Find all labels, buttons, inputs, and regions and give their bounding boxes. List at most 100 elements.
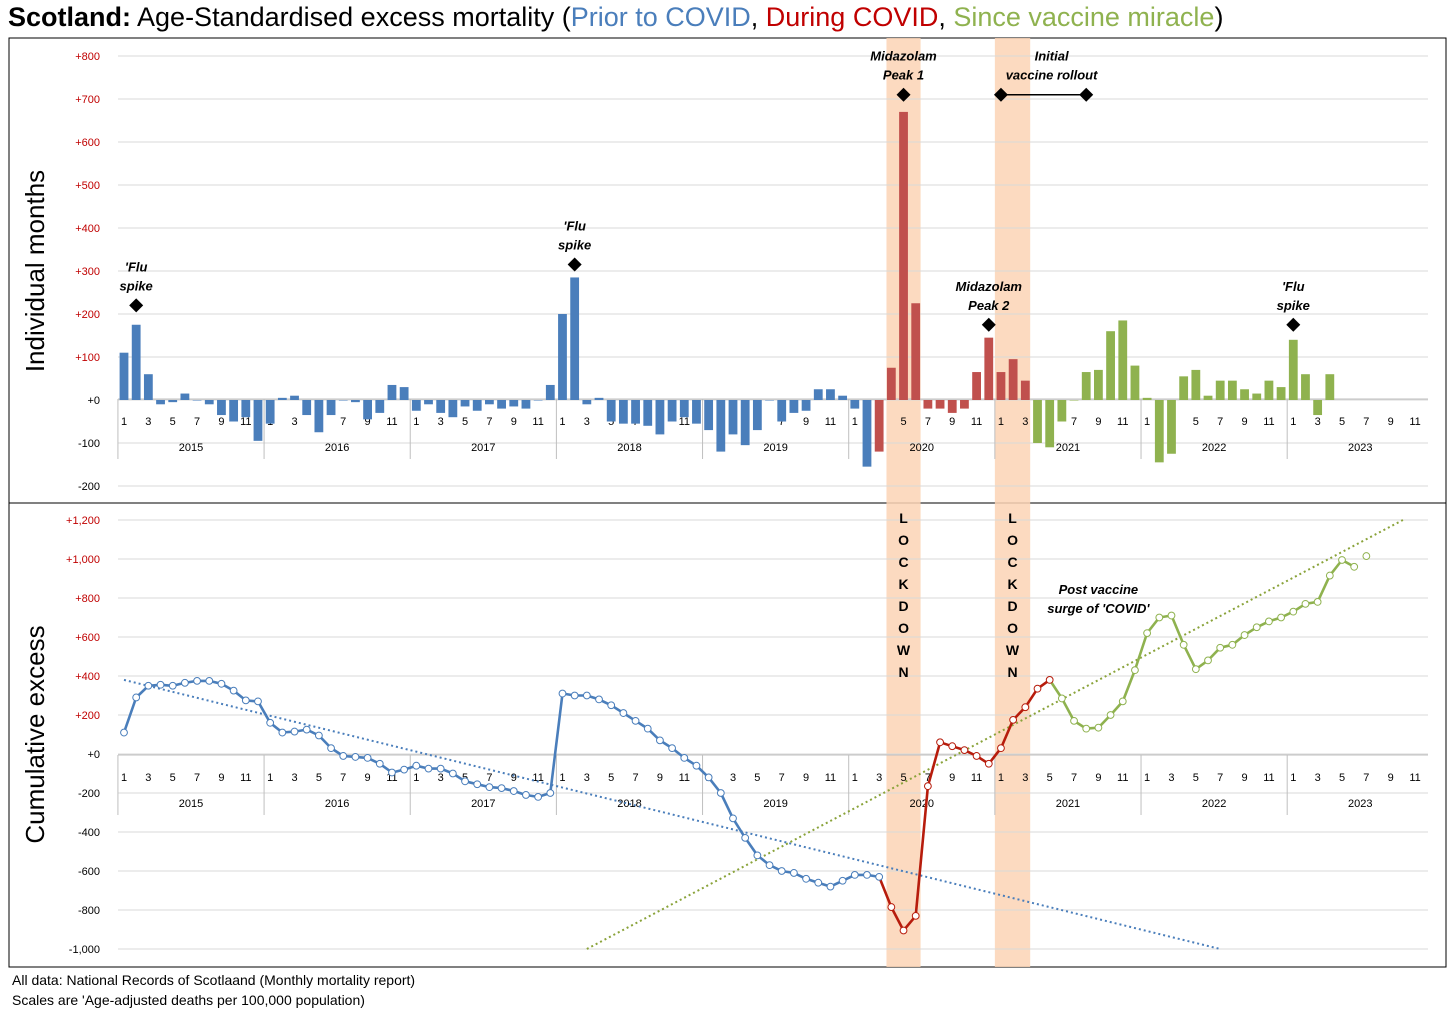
- bottom-y-tick-label: -800: [78, 905, 100, 917]
- cumulative-point-59: [838, 876, 847, 885]
- bar-month-33: [521, 400, 531, 409]
- bottom-x-year-label: 2022: [1202, 798, 1226, 810]
- bar-month-8: [217, 400, 226, 416]
- bottom-x-month-label: 5: [316, 772, 322, 784]
- bottom-x-month-label: 11: [1409, 772, 1420, 784]
- top-x-month-label: 1: [852, 416, 858, 428]
- cumulative-point-14: [290, 727, 299, 736]
- cumulative-point-16: [314, 731, 323, 740]
- top-x-year-label: 2023: [1348, 442, 1372, 454]
- cumulative-point-11: [254, 697, 262, 706]
- bar-month-56: [801, 400, 811, 411]
- bar-month-12: [265, 400, 275, 424]
- bar-month-78: [1069, 400, 1079, 401]
- cumulative-point-90: [1216, 643, 1225, 652]
- cumulative-point-38: [582, 691, 591, 700]
- top-x-month-label: 9: [1241, 416, 1247, 428]
- bar-month-73: [1008, 359, 1018, 400]
- bottom-x-year-label: 2023: [1348, 798, 1372, 810]
- bar-month-87: [1179, 376, 1189, 400]
- top-x-month-label: 7: [925, 416, 931, 428]
- cumulative-point-86: [1167, 611, 1176, 620]
- bar-month-36: [558, 314, 567, 400]
- bar-month-63: [886, 367, 896, 400]
- bottom-x-month-label: 9: [365, 772, 371, 784]
- bottom-x-month-label: 9: [1095, 772, 1101, 784]
- title-close: ): [1214, 2, 1224, 32]
- annotation-label: spike: [1277, 298, 1310, 313]
- bottom-x-month-label: 3: [584, 772, 590, 784]
- cumulative-point-68: [948, 742, 957, 751]
- top-x-month-label: 1: [559, 416, 565, 428]
- top-x-year-label: 2021: [1056, 442, 1080, 454]
- bottom-x-month-label: 7: [340, 772, 346, 784]
- cumulative-point-18: [339, 752, 348, 760]
- cumulative-point-57: [814, 878, 823, 887]
- cumulative-point-35: [546, 789, 555, 797]
- bottom-x-month-label: 1: [121, 772, 127, 784]
- cumulative-point-71: [984, 759, 993, 768]
- lockdown-label-2-letter: W: [1006, 642, 1020, 658]
- annotation-marker: [129, 298, 144, 313]
- bottom-x-month-label: 1: [267, 772, 273, 784]
- bar-month-83: [1130, 365, 1140, 400]
- cumulative-point-44: [656, 736, 664, 745]
- bottom-x-month-label: 1: [1144, 772, 1150, 784]
- bar-month-16: [314, 400, 324, 433]
- cumulative-point-0: [120, 728, 128, 737]
- title-prior: Prior to COVID: [570, 2, 751, 32]
- cumulative-point-74: [1021, 703, 1030, 712]
- cumulative-point-91: [1228, 640, 1237, 649]
- bottom-y-tick-label: +400: [75, 671, 100, 683]
- bar-month-30: [485, 400, 494, 405]
- bar-month-27: [448, 400, 458, 418]
- bar-month-5: [180, 393, 190, 400]
- bar-month-14: [290, 395, 299, 400]
- cumulative-point-42: [631, 716, 640, 725]
- lockdown-label-1-letter: L: [899, 510, 908, 526]
- bar-month-2: [143, 374, 153, 400]
- lockdown-label-1-letter: O: [898, 532, 909, 548]
- bar-month-23: [399, 387, 409, 400]
- bar-month-11: [253, 400, 263, 441]
- cumulative-point-101: [1350, 562, 1359, 571]
- cumulative-point-97: [1301, 599, 1310, 608]
- bottom-x-month-label: 3: [1315, 772, 1321, 784]
- bar-month-54: [777, 400, 787, 422]
- top-x-month-label: 5: [900, 416, 906, 428]
- cumulative-point-76: [1045, 676, 1054, 684]
- top-x-month-label: 11: [679, 416, 690, 428]
- bar-month-60: [850, 400, 860, 409]
- bar-month-7: [204, 400, 214, 405]
- top-y-axis-title: Individual months: [20, 170, 50, 372]
- cumulative-point-61: [863, 871, 871, 879]
- top-x-month-label: 5: [1339, 416, 1345, 428]
- bar-month-10: [241, 400, 251, 418]
- top-x-month-label: 11: [532, 416, 543, 428]
- title-sep-1: ,: [750, 2, 766, 32]
- cumulative-point-100: [1338, 556, 1346, 564]
- bar-month-1: [131, 324, 141, 400]
- cumulative-point-51: [741, 833, 750, 842]
- cumulative-point-37: [570, 691, 579, 700]
- bar-month-96: [1288, 339, 1298, 400]
- top-x-month-label: 7: [486, 416, 492, 428]
- bar-month-55: [789, 400, 799, 413]
- top-x-month-label: 5: [608, 416, 614, 428]
- bottom-x-month-label: 5: [900, 772, 906, 784]
- cumulative-point-22: [388, 768, 396, 777]
- cumulative-point-49: [716, 789, 725, 797]
- cumulative-point-32: [509, 787, 518, 795]
- cumulative-point-41: [619, 709, 628, 717]
- cumulative-point-29: [473, 780, 482, 789]
- cumulative-point-63: [887, 903, 896, 911]
- lockdown-label-2-letter: L: [1008, 510, 1017, 526]
- cumulative-point-4: [168, 681, 177, 690]
- bottom-x-month-label: 11: [1263, 772, 1274, 784]
- cumulative-point-94: [1265, 617, 1273, 626]
- annotation-label: spike: [120, 278, 153, 293]
- bar-month-26: [436, 400, 446, 413]
- top-x-year-label: 2022: [1202, 442, 1226, 454]
- bar-month-52: [752, 400, 762, 431]
- top-x-month-label: 9: [1095, 416, 1101, 428]
